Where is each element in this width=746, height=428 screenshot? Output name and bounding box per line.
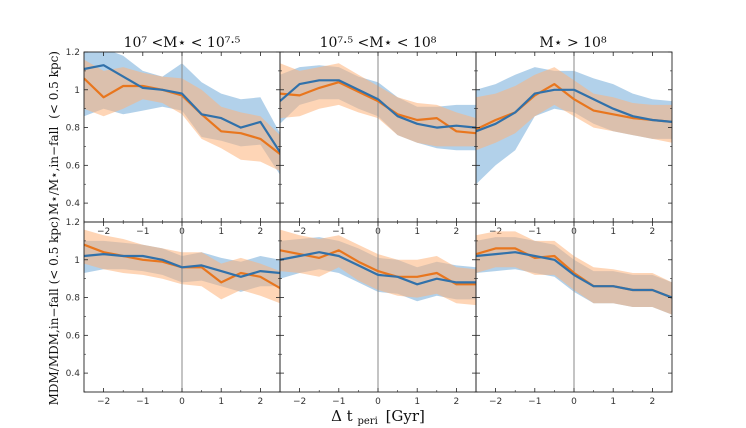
x-tick-label: 1 [218, 227, 224, 237]
y-tick-label: 0.6 [66, 331, 81, 341]
x-tick-label: −1 [528, 227, 541, 237]
y-axis-label-top-main: M⋆/M⋆,in−fall [47, 126, 61, 215]
plot-area [280, 222, 476, 392]
svg-text:M⋆/M⋆,in−fall (< 0.5 kpc: M⋆/M⋆,in−fall (< 0.5 kpc) [47, 51, 61, 215]
x-tick-label: 1 [414, 397, 420, 407]
orange-series-line [84, 77, 280, 155]
orange-series-line [280, 249, 476, 286]
x-axis-label-main: Δ t [331, 407, 353, 425]
y-axis-label-bottom: MDM/MDM,in−fall (< 0.5 kpc) [47, 217, 61, 406]
plot-area [476, 52, 672, 222]
x-axis-label-sub: peri [357, 416, 377, 427]
x-tick-label: 0 [179, 397, 185, 407]
blue-series-line [84, 253, 280, 278]
column-title-2: 10⁷·⁵ <M⋆ < 10⁸ [320, 35, 437, 51]
panel-bottom-right: −2 −1 0 1 2 [475, 221, 673, 407]
y-tick-label: 0.6 [66, 161, 81, 171]
y-axis-label-bottom-main: MDM/MDM,in−fall [47, 288, 61, 405]
x-axis-label-unit: [Gyr] [386, 407, 425, 425]
x-tick-label: 2 [258, 397, 264, 407]
x-tick-label: 0 [375, 397, 381, 407]
panel-bottom-left: −2 −1 0 1 2 0.4 0.6 0.8 1 1.2 [66, 218, 281, 407]
x-tick-label: 1 [218, 397, 224, 407]
blue-series-line [280, 79, 476, 129]
x-tick-label: −1 [528, 397, 541, 407]
orange-confidence-band [84, 59, 280, 171]
x-tick-label: −2 [489, 397, 502, 407]
blue-series-line [280, 251, 476, 286]
panels: −2−10120.40.60.811.2−2−1012−2−1012−2−101… [66, 48, 673, 407]
x-tick-label: 2 [258, 227, 264, 237]
svg-text:MDM/MDM,in−fall (< 0.5 k: MDM/MDM,in−fall (< 0.5 kpc) [47, 217, 61, 406]
x-tick-label: −1 [332, 227, 345, 237]
y-tick-label: 0.8 [66, 294, 81, 304]
y-tick-label: 0.8 [66, 124, 81, 134]
x-tick-label: −1 [136, 227, 149, 237]
blue-series-line [476, 88, 672, 133]
panel-bottom-middle: −2 −1 0 1 2 [279, 221, 477, 407]
x-tick-label: 2 [650, 227, 656, 237]
x-tick-label: −2 [97, 397, 110, 407]
plot-area [476, 222, 672, 392]
column-title-1: 10⁷ <M⋆ < 10⁷·⁵ [124, 35, 241, 51]
x-tick-label: 2 [454, 227, 460, 237]
x-tick-label: 1 [414, 227, 420, 237]
x-tick-label: 1 [610, 397, 616, 407]
y-tick-label: 1 [74, 256, 80, 266]
column-title-3: M⋆ > 10⁸ [539, 35, 607, 51]
blue-series-line [476, 251, 672, 299]
x-tick-label: −2 [293, 227, 306, 237]
y-tick-label: 0.4 [66, 199, 81, 209]
x-tick-label: 2 [650, 397, 656, 407]
plot-area [84, 52, 280, 222]
y-axis-label-bottom-paren: (< 0.5 kpc) [47, 217, 61, 285]
y-tick-label: 0.4 [66, 369, 81, 379]
y-axis-label-top: M⋆/M⋆,in−fall (< 0.5 kpc) [47, 51, 61, 215]
x-tick-label: −1 [332, 397, 345, 407]
x-tick-label: 0 [571, 397, 577, 407]
y-tick-label: 1 [74, 86, 80, 96]
orange-series-line [280, 81, 476, 135]
x-tick-label: 2 [454, 397, 460, 407]
x-tick-label: −2 [97, 227, 110, 237]
y-tick-label: 1.2 [66, 48, 80, 58]
plot-area [280, 52, 476, 222]
plot-area [84, 222, 280, 392]
blue-series-line [84, 64, 280, 153]
y-axis-label-top-paren: (< 0.5 kpc) [47, 51, 61, 119]
y-tick-label: 1.2 [66, 218, 80, 228]
x-tick-label: 1 [610, 227, 616, 237]
x-axis-label: Δ t peri [Gyr] [331, 407, 425, 428]
column-titles: 10⁷ <M⋆ < 10⁷·⁵ 10⁷·⁵ <M⋆ < 10⁸ M⋆ > 10⁸ [124, 35, 607, 51]
x-tick-label: −1 [136, 397, 149, 407]
x-tick-label: −2 [293, 397, 306, 407]
